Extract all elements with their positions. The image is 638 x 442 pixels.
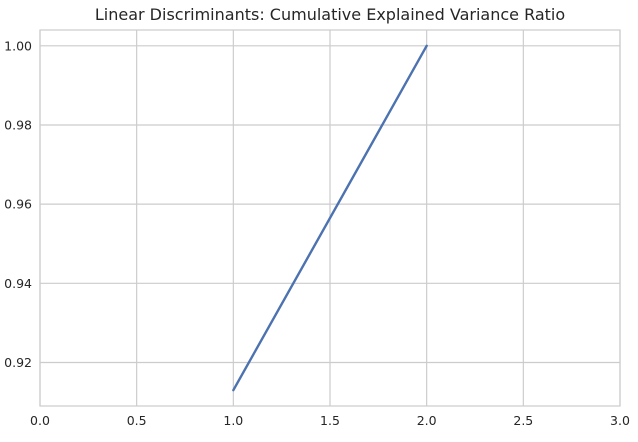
x-tick-label: 0.0 bbox=[30, 413, 50, 428]
y-tick-label: 1.00 bbox=[4, 38, 32, 53]
grid bbox=[39, 30, 621, 406]
x-tick-label: 1.0 bbox=[223, 413, 243, 428]
x-tick-label: 1.5 bbox=[320, 413, 340, 428]
x-tick-label: 3.0 bbox=[610, 413, 630, 428]
series-line bbox=[232, 44, 428, 392]
y-tick-label: 0.94 bbox=[4, 276, 32, 291]
series-group bbox=[232, 44, 428, 392]
x-axis: 0.0 0.5 1.0 1.5 2.0 2.5 3.0 bbox=[30, 413, 630, 428]
y-tick-label: 0.98 bbox=[4, 117, 32, 132]
y-tick-label: 0.92 bbox=[4, 355, 32, 370]
chart-title: Linear Discriminants: Cumulative Explain… bbox=[95, 5, 565, 24]
y-axis: 0.92 0.94 0.96 0.98 1.00 bbox=[4, 38, 32, 370]
x-tick-label: 0.5 bbox=[127, 413, 147, 428]
x-tick-label: 2.0 bbox=[417, 413, 437, 428]
x-tick-label: 2.5 bbox=[513, 413, 533, 428]
y-tick-label: 0.96 bbox=[4, 197, 32, 212]
plot-frame bbox=[39, 29, 621, 407]
